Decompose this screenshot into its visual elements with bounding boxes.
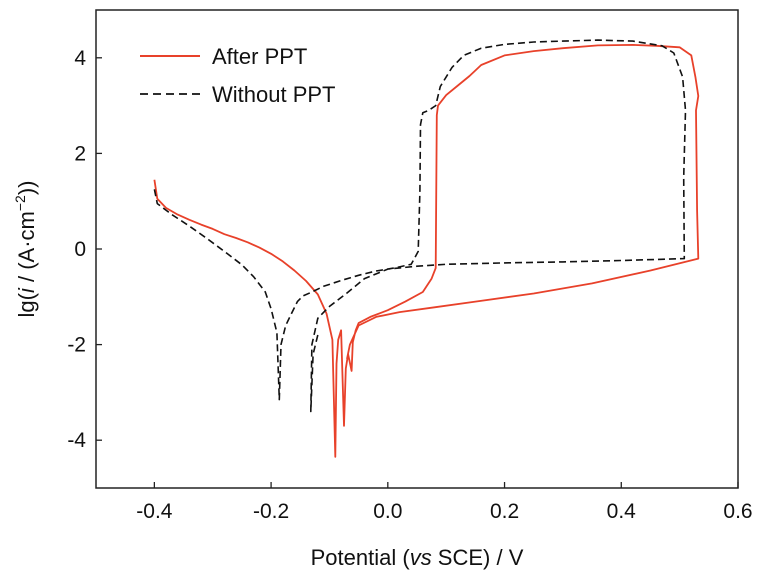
plot-frame [95, 9, 739, 489]
x-axis-title-italic: vs [410, 545, 432, 570]
y-axis-title-sup: −2 [12, 195, 28, 211]
y-tick-label: 2 [74, 142, 86, 165]
y-axis-title-middle: / (A·cm [14, 211, 39, 288]
x-tick-label: 0.0 [373, 500, 402, 523]
series-line-without-ppt [153, 39, 687, 413]
x-axis-title-suffix: SCE) / V [432, 545, 524, 570]
x-axis-ticks: -0.4 -0.2 0.0 0.2 0.4 0.6 [136, 482, 753, 523]
y-axis-ticks: -4 -2 0 2 4 [67, 47, 102, 452]
legend-label-after-ppt: After PPT [212, 44, 307, 69]
x-tick-label: 0.2 [490, 500, 519, 523]
series-line-after-ppt [153, 44, 700, 458]
y-axis-title-suffix: )) [14, 181, 39, 196]
legend-label-without-ppt: Without PPT [212, 82, 335, 107]
legend: After PPT Without PPT [140, 44, 335, 107]
y-tick-label: -4 [67, 429, 86, 452]
y-axis-title-italic: i [14, 287, 39, 293]
x-tick-label: 0.4 [607, 500, 637, 523]
x-tick-label: -0.4 [136, 500, 173, 523]
x-tick-label: 0.6 [723, 500, 752, 523]
y-tick-label: 0 [74, 238, 86, 261]
y-axis-title: lg(i / (A·cm−2)) [12, 181, 39, 318]
x-axis-title: Potential (vs SCE) / V [311, 545, 524, 570]
y-axis-title-prefix: lg( [14, 292, 39, 317]
y-tick-label: -2 [67, 334, 86, 357]
series-layer [153, 39, 700, 458]
x-axis-title-prefix: Potential ( [311, 545, 411, 570]
y-tick-label: 4 [74, 47, 86, 70]
x-tick-label: -0.2 [253, 500, 289, 523]
